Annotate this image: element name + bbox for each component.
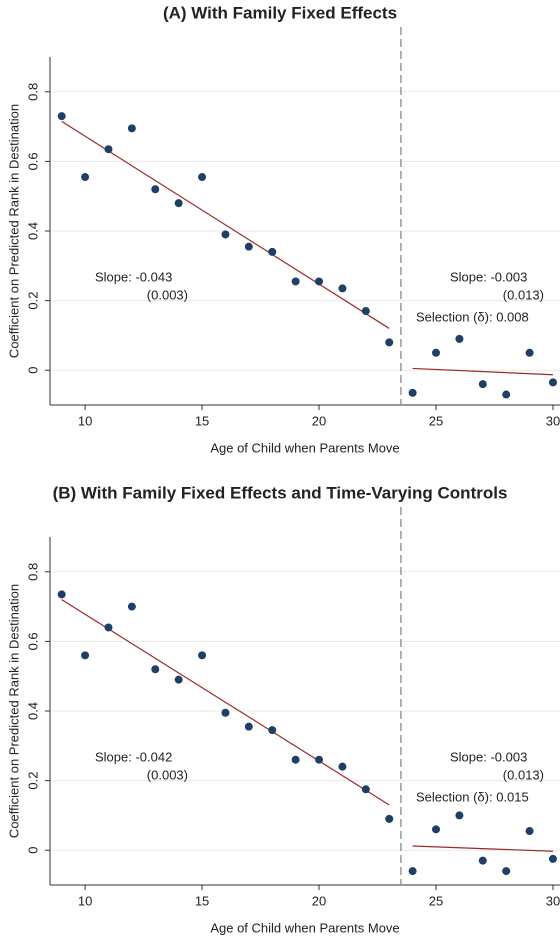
- fit-line: [412, 367, 554, 376]
- annotation: (0.003): [147, 767, 188, 782]
- point: [315, 755, 324, 764]
- annotation: Slope: -0.003: [450, 269, 527, 284]
- panel: (B) With Family Fixed Effects and Time-V…: [6, 483, 560, 935]
- chart-title: (A) With Family Fixed Effects: [163, 3, 397, 22]
- x-axis-label: Age of Child when Parents Move: [210, 440, 399, 455]
- point: [525, 827, 534, 836]
- point: [385, 814, 394, 823]
- point: [455, 811, 464, 820]
- point: [57, 112, 66, 121]
- point: [268, 247, 277, 256]
- annotation: (0.013): [503, 767, 544, 782]
- y-tick-label: 0.8: [25, 83, 40, 101]
- point: [244, 722, 253, 731]
- point: [432, 825, 441, 834]
- point: [81, 651, 90, 660]
- point: [244, 242, 253, 251]
- annotation: Selection (δ): 0.015: [416, 789, 529, 804]
- point: [174, 675, 183, 684]
- y-tick-label: 0.2: [25, 772, 40, 790]
- x-tick-label: 30: [546, 893, 560, 908]
- point: [455, 334, 464, 343]
- y-tick-label: 0.6: [25, 152, 40, 170]
- y-tick-label: 0.8: [25, 563, 40, 581]
- point: [291, 755, 300, 764]
- point: [198, 173, 207, 182]
- point: [127, 602, 136, 611]
- point: [221, 230, 230, 239]
- point: [57, 590, 66, 599]
- x-tick-label: 20: [312, 893, 326, 908]
- y-tick-label: 0: [25, 367, 40, 374]
- point: [151, 665, 160, 674]
- y-tick-label: 0.4: [25, 702, 40, 720]
- x-tick-label: 25: [429, 893, 443, 908]
- point: [338, 284, 347, 293]
- point: [361, 307, 370, 316]
- point: [548, 378, 557, 387]
- x-tick-label: 20: [312, 413, 326, 428]
- point: [525, 348, 534, 357]
- x-tick-label: 15: [195, 893, 209, 908]
- point: [104, 145, 113, 154]
- point: [478, 856, 487, 865]
- annotation: Slope: -0.043: [95, 269, 172, 284]
- annotation: Selection (δ): 0.008: [416, 309, 529, 324]
- x-tick-label: 25: [429, 413, 443, 428]
- panel: (A) With Family Fixed Effects 0 0.2 0.4 0.6 0…: [6, 3, 560, 455]
- point: [548, 854, 557, 863]
- point: [338, 762, 347, 771]
- point: [174, 199, 183, 208]
- point: [478, 380, 487, 389]
- annotation: (0.013): [503, 287, 544, 302]
- point: [502, 867, 511, 876]
- x-tick-label: 30: [546, 413, 560, 428]
- point: [291, 277, 300, 286]
- y-tick-label: 0.6: [25, 632, 40, 650]
- point: [432, 348, 441, 357]
- point: [127, 124, 136, 133]
- point: [408, 388, 417, 397]
- fit-line: [61, 120, 390, 329]
- point: [408, 867, 417, 876]
- point: [198, 651, 207, 660]
- point: [151, 185, 160, 194]
- y-tick-label: 0.2: [25, 292, 40, 310]
- y-tick-label: 0: [25, 847, 40, 854]
- x-axis-label: Age of Child when Parents Move: [210, 920, 399, 935]
- annotation: (0.003): [147, 287, 188, 302]
- point: [385, 338, 394, 347]
- fit-line: [61, 599, 390, 806]
- y-axis-label: Coefficient on Predicted Rank in Destina…: [6, 104, 21, 358]
- annotation: Slope: -0.042: [95, 749, 172, 764]
- x-tick-label: 15: [195, 413, 209, 428]
- point: [361, 785, 370, 794]
- point: [268, 726, 277, 735]
- annotation: Slope: -0.003: [450, 749, 527, 764]
- point: [104, 623, 113, 632]
- chart-title: (B) With Family Fixed Effects and Time-V…: [53, 483, 508, 502]
- fit-line: [412, 845, 554, 852]
- x-tick-label: 10: [78, 413, 92, 428]
- point: [502, 390, 511, 399]
- y-tick-label: 0.4: [25, 222, 40, 240]
- point: [81, 173, 90, 182]
- point: [221, 708, 230, 717]
- point: [315, 277, 324, 286]
- y-axis-label: Coefficient on Predicted Rank in Destina…: [6, 584, 21, 838]
- x-tick-label: 10: [78, 893, 92, 908]
